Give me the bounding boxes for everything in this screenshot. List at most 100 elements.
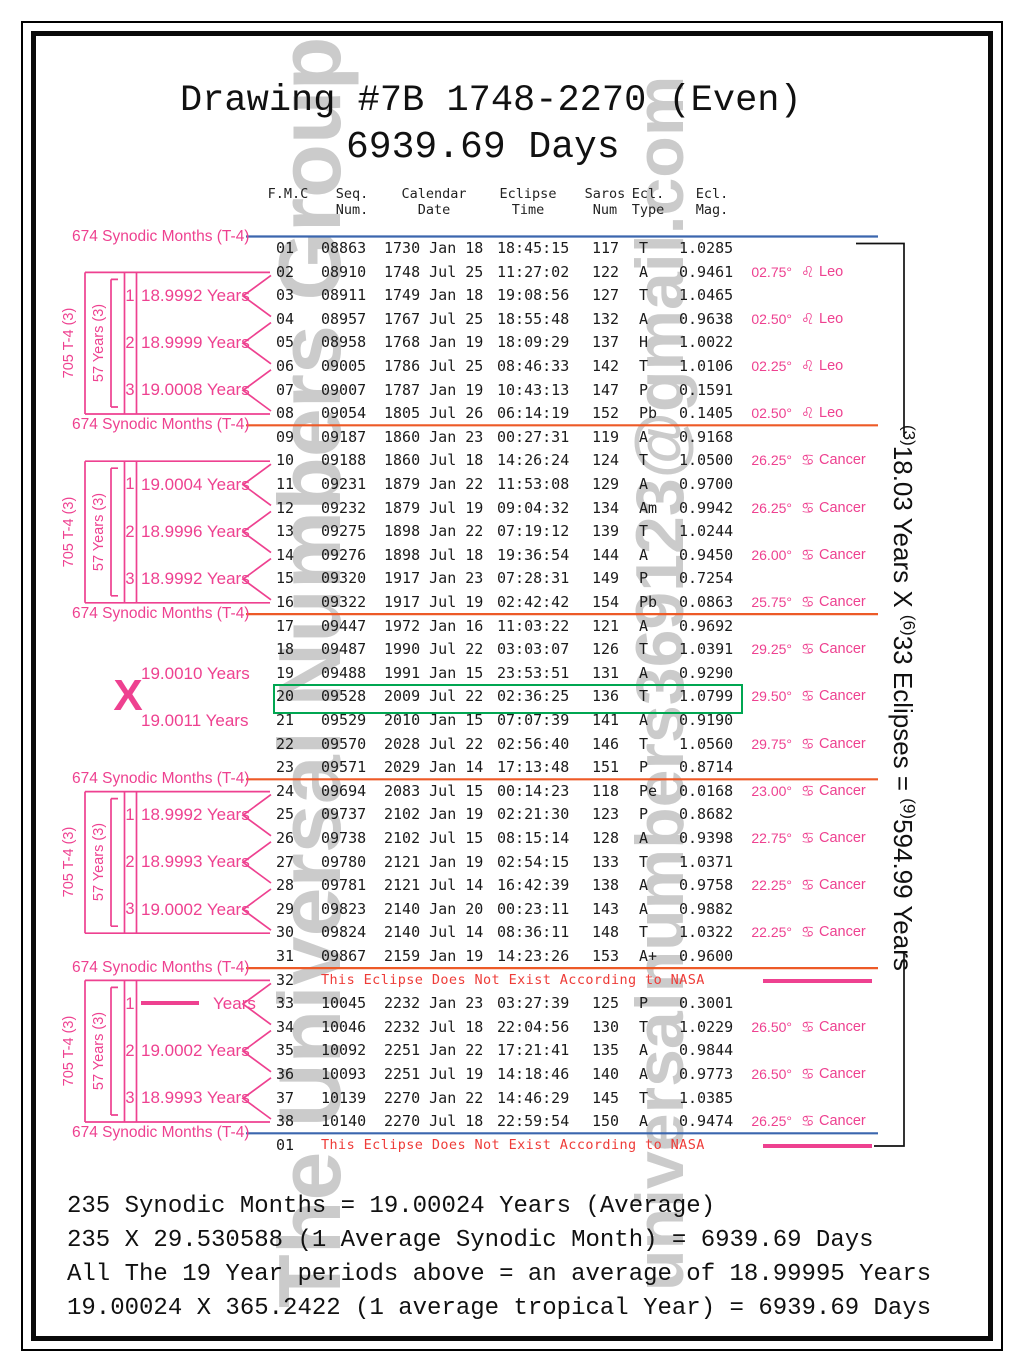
period-years-label: 18.9993 Years [141, 1088, 250, 1108]
ecliptic-degree: 02.50° [751, 310, 792, 327]
bracket-57-years-label: 57 Years (3) [91, 492, 107, 572]
zodiac-name: Cancer [819, 830, 866, 846]
column-header-ecl-type: Ecl. Type [603, 186, 693, 218]
cell-calendar-date: 1879 Jul 19 [384, 498, 484, 517]
column-header-date: Calendar Date [389, 186, 479, 218]
row-number: 38 [276, 1112, 295, 1131]
table-row: 33 10045 2232 Jan 23 03:27:39 125 P 0.3001 [0, 992, 1024, 1016]
row-number: 28 [276, 876, 295, 895]
zodiac-name: Cancer [819, 641, 866, 658]
cell-ecl-type: T [639, 734, 649, 753]
column-header-line: Time [511, 201, 545, 218]
footer-equation-3: All The 19 Year periods above = an avera… [67, 1261, 932, 1288]
cell-saros-num: 138 [592, 876, 620, 895]
cell-saros-num: 144 [592, 545, 620, 564]
column-header-line: Calendar [401, 186, 467, 202]
row-number: 26 [276, 829, 295, 847]
table-row: 12 09232 1879 Jul 19 09:04:32 134 Am 0.9942 26.… [0, 497, 1024, 521]
cell-calendar-date: 1805 Jul 26 [384, 404, 484, 423]
cell-ecl-type: A [639, 1065, 649, 1083]
table-row: 01 08863 1730 Jan 18 18:45:15 117 T 1.0285 [0, 237, 1024, 261]
row-number: 08 [276, 404, 295, 423]
cell-seq-num: 09487 [321, 640, 367, 659]
cell-ecl-type: T [639, 687, 649, 706]
cell-seq-num: 09488 [321, 663, 367, 682]
synodic-months-label: 674 Synodic Months (T-4) [72, 959, 250, 977]
cell-calendar-date: 1860 Jul 18 [384, 451, 484, 470]
cell-ecl-type: P [639, 758, 649, 777]
cell-saros-num: 118 [592, 781, 620, 800]
cell-ecl-type: T [639, 286, 649, 305]
table-row: 01 This Eclipse Does Not Exist According … [0, 1134, 1024, 1158]
cell-ecl-mag: 1.0106 [679, 357, 734, 375]
cell-calendar-date: 2102 Jan 19 [384, 805, 484, 824]
period-number: 3 [125, 900, 135, 919]
cell-ecl-type: A [639, 711, 649, 729]
table-row: 21 09529 2010 Jan 15 07:07:39 141 A 0.9190 [0, 709, 1024, 733]
ecliptic-degree: 22.25° [751, 924, 792, 941]
cell-eclipse-time: 07:28:31 [497, 569, 570, 588]
cell-ecl-mag: 1.0385 [679, 1088, 734, 1107]
table-row: 25 09737 2102 Jan 19 02:21:30 123 P 0.8682 [0, 803, 1024, 827]
cell-eclipse-time: 18:55:48 [497, 309, 570, 328]
missing-eclipse-bar [763, 978, 872, 983]
column-header-line: Eclipse [499, 186, 557, 202]
table-row: 22 09570 2028 Jul 22 02:56:40 146 T 1.0560 29.7… [0, 733, 1024, 757]
cell-saros-num: 149 [592, 569, 620, 588]
superscript-9: (9) [899, 798, 919, 820]
column-header-seq: Seq. Num. [307, 186, 397, 218]
cell-saros-num: 150 [592, 1112, 620, 1131]
cell-saros-num: 153 [592, 947, 620, 965]
cell-eclipse-time: 07:19:12 [497, 522, 570, 541]
table-row: 13 09275 1898 Jan 22 07:19:12 139 T 1.0244 [0, 520, 1024, 544]
cell-saros-num: 152 [592, 404, 620, 423]
cancer-icon: ♋ [801, 687, 815, 706]
row-number: 12 [276, 498, 295, 517]
cell-ecl-mag: 0.9692 [679, 616, 734, 635]
period-number: 2 [125, 1041, 135, 1060]
cell-ecl-mag: 0.9474 [679, 1112, 734, 1131]
cell-ecl-mag: 1.0285 [679, 239, 734, 257]
table-row: 07 09007 1787 Jan 19 10:43:13 147 P 0.1591 [0, 379, 1024, 403]
cell-seq-num: 09528 [321, 687, 367, 706]
cell-calendar-date: 1786 Jul 25 [384, 357, 484, 375]
cell-ecl-mag: 0.9450 [679, 545, 734, 564]
period-years-label: 19.0002 Years [141, 1041, 250, 1061]
cell-seq-num: 09320 [321, 569, 367, 588]
cell-calendar-date: 1917 Jan 23 [384, 569, 484, 588]
ecliptic-degree: 26.25° [751, 499, 792, 516]
cell-ecl-type: A [639, 829, 649, 847]
row-number: 34 [276, 1017, 295, 1036]
column-header-line: Mag. [695, 201, 729, 218]
cell-calendar-date: 1860 Jan 23 [384, 427, 484, 446]
cell-ecl-type: Am [639, 498, 658, 517]
cell-calendar-date: 2159 Jan 19 [384, 947, 484, 965]
row-number: 27 [276, 852, 295, 871]
cell-saros-num: 142 [592, 357, 620, 375]
column-header-line: Num [592, 201, 618, 218]
cell-calendar-date: 1972 Jan 16 [384, 616, 484, 635]
cell-saros-num: 133 [592, 852, 620, 871]
cell-seq-num: 08911 [321, 286, 367, 305]
cell-seq-num: 09529 [321, 711, 367, 729]
cell-seq-num: 09275 [321, 522, 367, 541]
period-years-label: 18.9992 Years [141, 569, 250, 589]
zodiac-name: Cancer [819, 546, 866, 563]
cell-ecl-mag: 0.3001 [679, 994, 734, 1013]
column-header-line: Date [417, 201, 451, 218]
row-number: 30 [276, 923, 295, 942]
cell-ecl-type: A [639, 663, 649, 682]
cell-eclipse-time: 18:09:29 [497, 333, 570, 352]
cell-ecl-type: T [639, 522, 649, 541]
cell-eclipse-time: 08:46:33 [497, 357, 570, 375]
row-number: 25 [276, 805, 295, 824]
period-number: 1 [125, 805, 135, 824]
cell-saros-num: 128 [592, 829, 620, 847]
cell-ecl-mag: 1.0391 [679, 640, 734, 659]
cell-saros-num: 137 [592, 333, 620, 352]
row-number: 21 [276, 711, 295, 729]
footer-equation-1: 235 Synodic Months = 19.00024 Years (Ave… [67, 1193, 716, 1220]
cancer-icon: ♋ [801, 498, 815, 517]
ecliptic-degree: 22.75° [751, 830, 792, 846]
cell-saros-num: 148 [592, 923, 620, 942]
